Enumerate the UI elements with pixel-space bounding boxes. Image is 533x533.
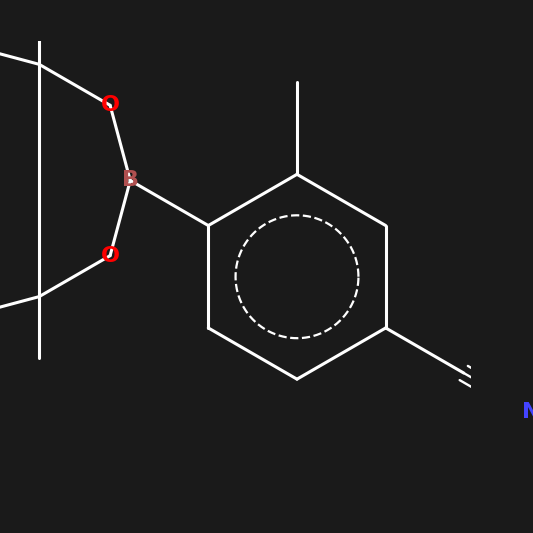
Text: N: N (522, 402, 533, 422)
Text: B: B (122, 171, 139, 190)
Text: O: O (101, 246, 119, 265)
Text: O: O (101, 95, 119, 115)
